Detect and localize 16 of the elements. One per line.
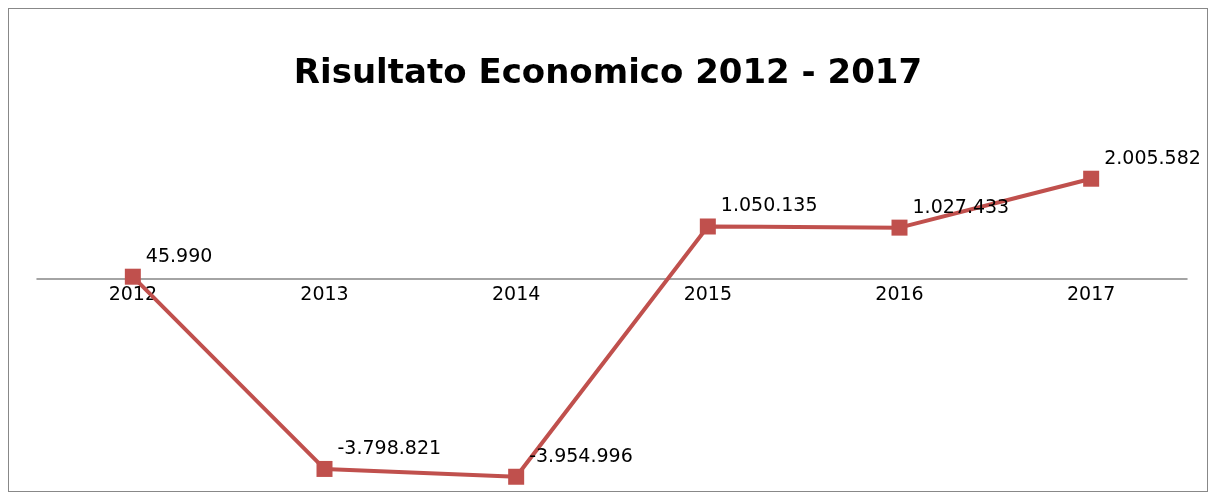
x-tick-label: 2017 [1066,282,1116,305]
data-label: 2.005.582 [1104,145,1201,168]
point [1083,170,1100,187]
x-tick-label: 2013 [300,282,349,305]
data-label: 45.990 [145,243,213,266]
chart-title: Risultato Economico 2012 - 2017 [293,51,923,91]
point [891,219,908,236]
point [316,460,333,477]
point [124,268,141,285]
x-tick-label: 2014 [491,282,541,305]
data-label: -3.798.821 [337,435,442,458]
data-label: 1.050.135 [720,193,818,216]
x-tick-label: 2016 [875,282,924,305]
x-tick-label: 2015 [683,282,733,305]
point [508,468,525,485]
point [699,218,716,235]
